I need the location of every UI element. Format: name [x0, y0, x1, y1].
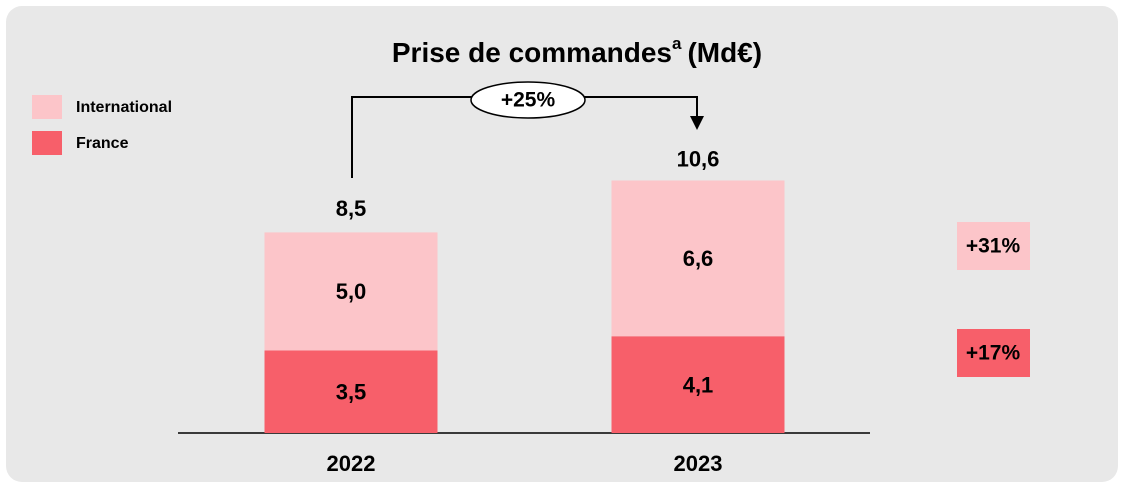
- chart-title: Prise de commandesa (Md€): [392, 34, 762, 68]
- legend-label: International: [76, 99, 172, 116]
- panel: [6, 6, 1118, 482]
- change-box: [957, 222, 1030, 270]
- value-label: 5,0: [336, 279, 367, 304]
- bar-segment: [611, 180, 785, 337]
- x-tick-label: 2022: [327, 451, 376, 476]
- title-unit: (Md€): [687, 37, 762, 68]
- title-main: Prise de commandes: [392, 37, 672, 68]
- total-label: 10,6: [677, 147, 720, 172]
- title-note: a: [672, 34, 682, 53]
- value-label: 6,6: [683, 246, 714, 271]
- total-label: 8,5: [336, 196, 367, 221]
- bar-segment: [611, 336, 785, 433]
- change-label: +17%: [966, 342, 1021, 365]
- bar-segment: [264, 232, 438, 351]
- legend-swatch: [32, 131, 62, 155]
- change-label: +31%: [966, 235, 1021, 258]
- change-box: [957, 329, 1030, 377]
- bar-segment: [264, 350, 438, 433]
- growth-bubble: [470, 81, 586, 119]
- legend-swatch: [32, 95, 62, 119]
- value-label: 3,5: [336, 380, 367, 405]
- value-label: 4,1: [683, 372, 714, 397]
- arrow-head: [690, 116, 704, 130]
- x-tick-label: 2023: [674, 451, 723, 476]
- legend-label: France: [76, 135, 129, 152]
- growth-label: +25%: [501, 89, 556, 112]
